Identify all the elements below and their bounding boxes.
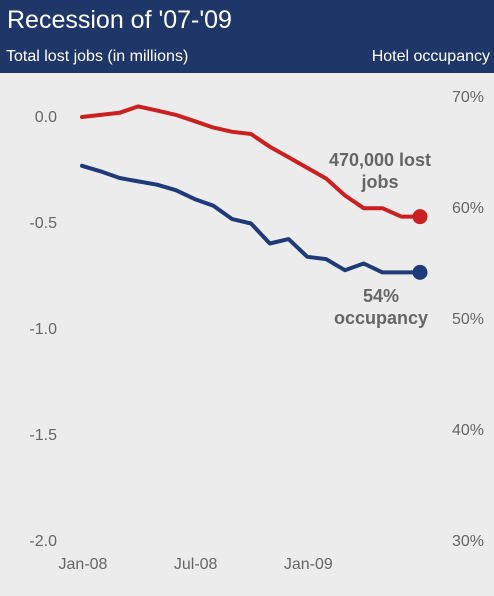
chart-title: Recession of '07-'09 xyxy=(7,6,232,34)
series-end-marker-0 xyxy=(412,209,428,225)
left-tick-label: -1.0 xyxy=(29,321,57,338)
series-annotation-1: 54% occupancy xyxy=(334,286,428,328)
right-tick-label: 70% xyxy=(452,89,484,106)
series-end-marker-1 xyxy=(412,264,428,280)
series-line-1 xyxy=(80,163,422,275)
chart-header: Recession of '07-'09 Total lost jobs (in… xyxy=(0,0,494,73)
right-tick-label: 40% xyxy=(452,422,484,439)
right-tick-label: 30% xyxy=(452,533,484,550)
left-tick-label: 0.0 xyxy=(35,109,57,126)
series-annotation-0: 470,000 lost jobs xyxy=(329,150,431,192)
x-tick-label: Jan-09 xyxy=(284,556,333,573)
left-tick-label: -0.5 xyxy=(29,215,57,232)
x-tick-label: Jan-08 xyxy=(59,556,108,573)
right-tick-label: 60% xyxy=(452,200,484,217)
annotation-line: jobs xyxy=(360,172,398,192)
annotation-line: 54% xyxy=(363,286,399,306)
annotation-line: occupancy xyxy=(334,308,428,328)
left-tick-label: -2.0 xyxy=(29,533,57,550)
left-tick-label: -1.5 xyxy=(29,427,57,444)
right-axis-title: Hotel occupancy xyxy=(371,48,490,65)
x-tick-label: Jul-08 xyxy=(174,556,218,573)
right-tick-label: 50% xyxy=(452,311,484,328)
annotation-line: 470,000 lost xyxy=(329,150,431,170)
series-line-0 xyxy=(80,104,422,219)
left-axis-title: Total lost jobs (in millions) xyxy=(6,48,189,65)
